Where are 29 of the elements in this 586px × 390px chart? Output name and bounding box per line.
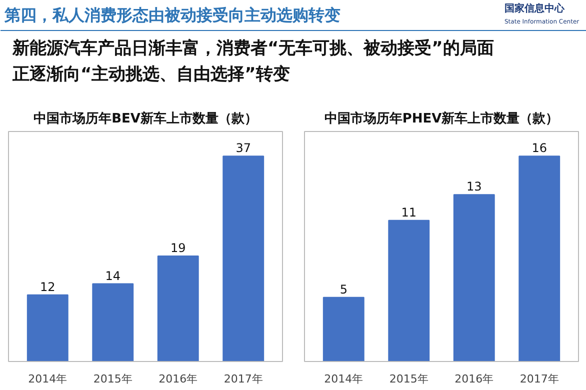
bar	[222, 156, 264, 362]
text: 新能源汽车产品日渐丰富，消费者“无车可挑、被动接受”的局面正逐渐向“主动挑选、自由选择”转变	[12, 38, 494, 84]
x-tick-label: 2016年	[158, 372, 198, 386]
x-tick-label: 2016年	[454, 372, 494, 386]
chart-title: 中国市场历年BEV新车上市数量（款）	[34, 110, 258, 126]
x-tick-label: 2015年	[93, 372, 132, 386]
x-tick-label: 2014年	[28, 372, 68, 386]
data-label: 19	[170, 241, 186, 256]
data-label: 37	[236, 141, 252, 156]
bar	[518, 156, 560, 362]
chart-title: 中国市场历年PHEV新车上市数量（款）	[324, 110, 559, 126]
bar	[322, 296, 364, 362]
data-label: 5	[340, 282, 348, 296]
data-label: 12	[40, 280, 56, 294]
data-label: 11	[401, 205, 417, 220]
x-tick-label: 2017年	[520, 372, 559, 386]
x-tick-label: 2014年	[324, 372, 364, 386]
x-tick-label: 2017年	[224, 372, 263, 386]
x-tick-label: 2015年	[389, 372, 428, 386]
bar	[157, 256, 199, 362]
bar	[453, 194, 495, 362]
bar	[388, 220, 430, 362]
bar	[92, 283, 134, 362]
data-label: 16	[532, 141, 548, 156]
bar	[26, 294, 68, 362]
text: 国家信息中心	[504, 2, 566, 14]
data-label: 13	[466, 180, 482, 194]
text: 第四，私人消费形态由被动接受向主动选购转变	[4, 6, 340, 24]
data-label: 14	[105, 268, 121, 283]
